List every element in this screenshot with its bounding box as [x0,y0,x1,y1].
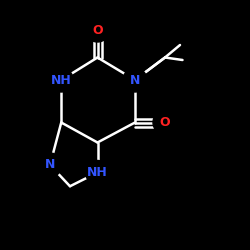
Text: NH: NH [87,166,108,179]
Circle shape [49,68,73,92]
Text: O: O [160,116,170,129]
Text: NH: NH [51,74,72,86]
Text: N: N [130,74,140,86]
Circle shape [123,68,147,92]
Circle shape [86,18,110,42]
Circle shape [86,160,110,184]
Text: O: O [92,24,103,36]
Circle shape [38,153,62,177]
Circle shape [153,110,177,134]
Text: N: N [45,158,55,172]
